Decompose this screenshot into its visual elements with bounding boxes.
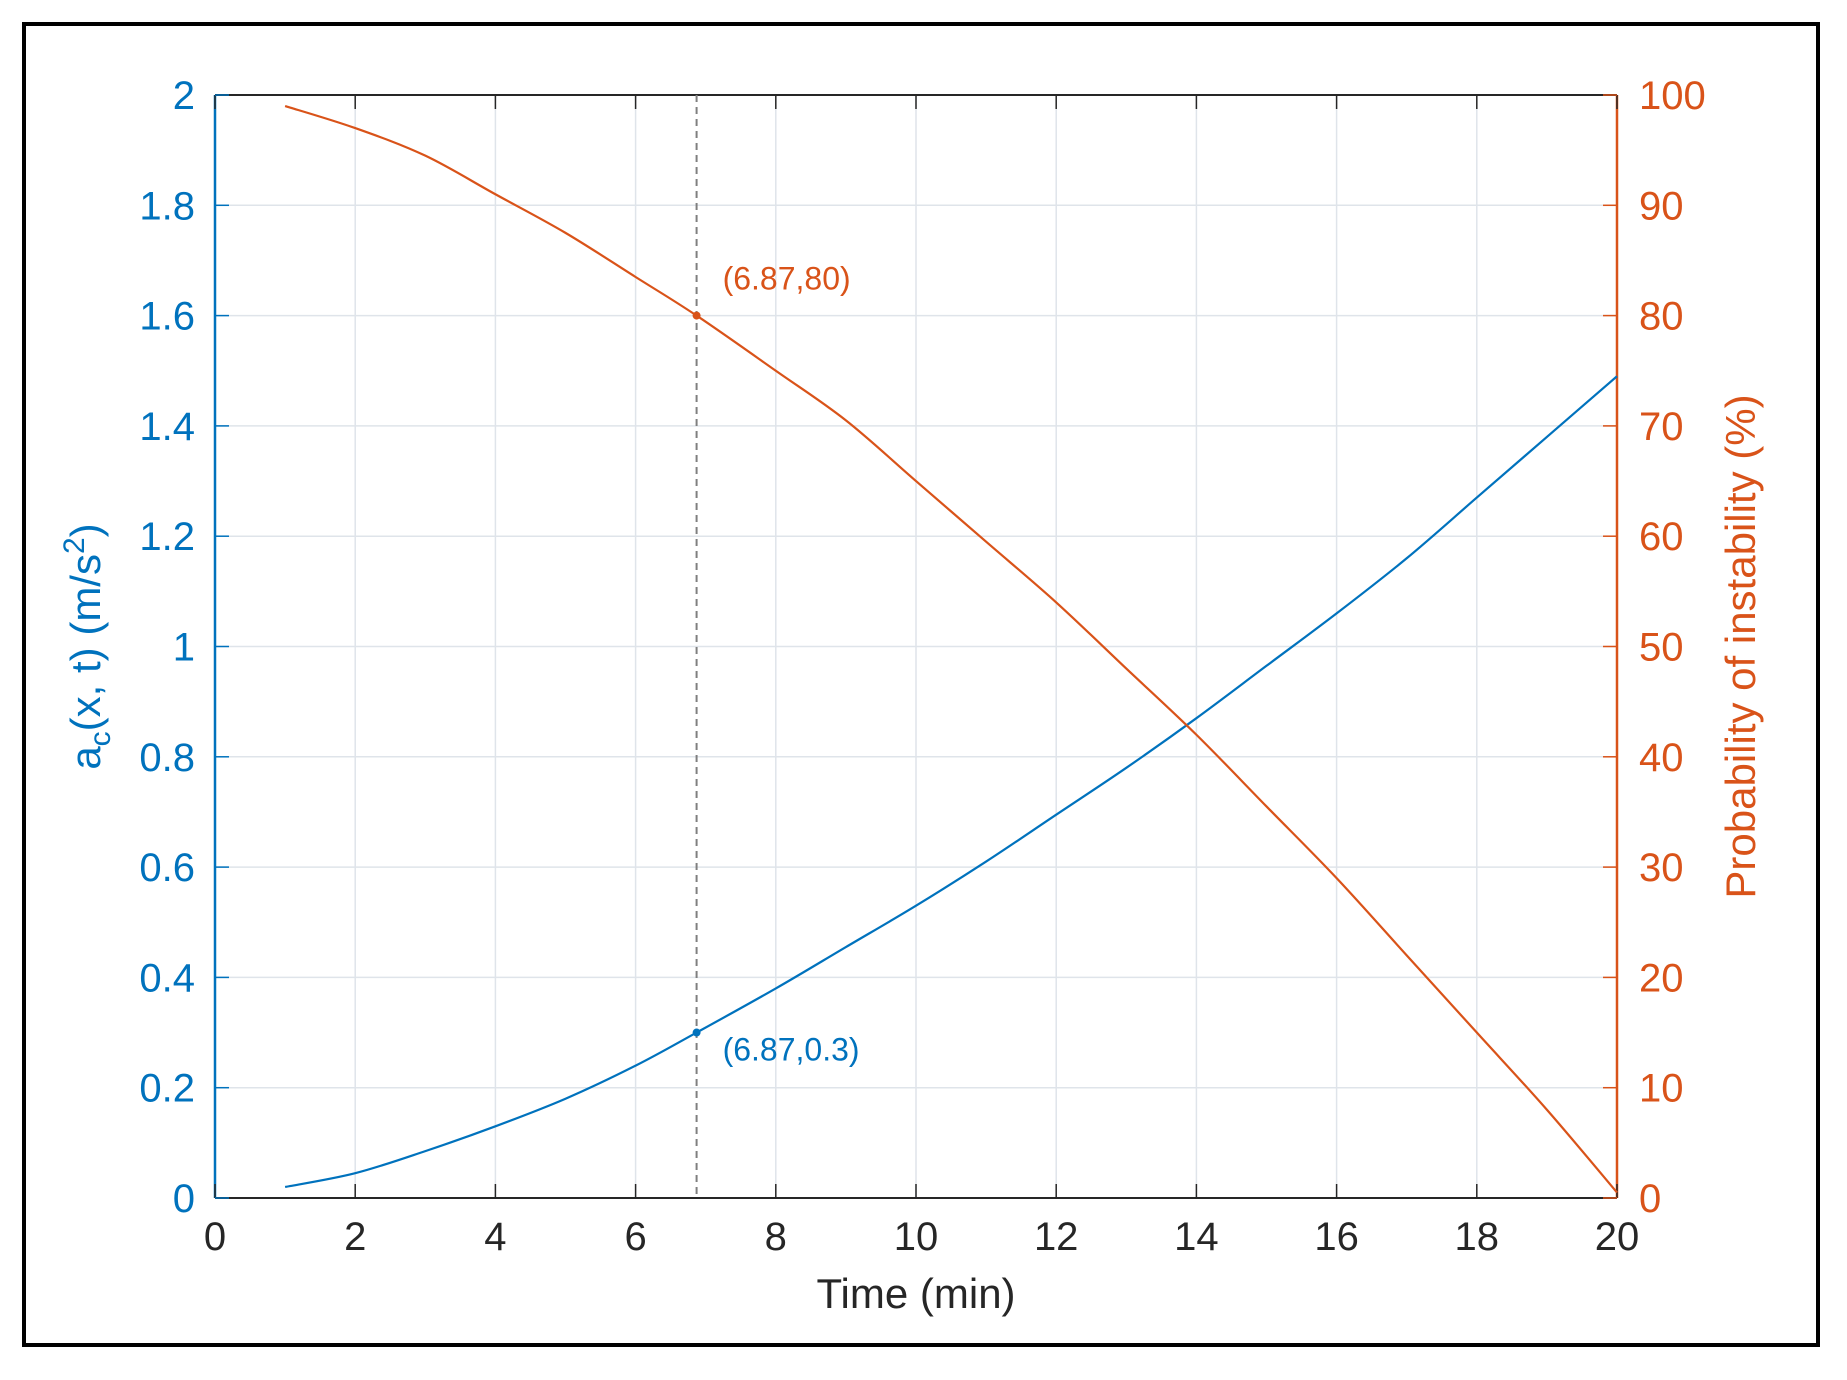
y-left-tick-label: 1.2 [139, 515, 195, 559]
ticks: 0 2 4 6 8 10 12 14 16 18 2000.20.40.60.811.21.41.6… [139, 74, 1705, 1259]
y-left-label-sub: c [84, 731, 117, 746]
y-right-tick-label: 100 [1639, 74, 1706, 118]
y-left-label-rest: (x, t) (m/s [62, 554, 109, 731]
y-left-tick-label: 1 [173, 626, 195, 670]
y-right-tick-label: 40 [1639, 736, 1684, 780]
x-tick-label: 18 [1455, 1215, 1500, 1259]
x-axis-label: Time (min) [816, 1270, 1015, 1317]
annotations: (6.87,80) (6.87,0.3) [692, 261, 860, 1068]
y-left-label-main: a [62, 746, 109, 770]
y-left-tick-label: 0.8 [139, 736, 195, 780]
x-tick-label: 8 [765, 1215, 787, 1259]
y-right-tick-label: 30 [1639, 846, 1684, 890]
y-left-tick-label: 1.4 [139, 405, 195, 449]
grid [215, 95, 1617, 1198]
x-tick-label: 4 [484, 1215, 506, 1259]
datatip-label: (6.87,80) [723, 261, 851, 297]
y-left-tick-label: 0.6 [139, 846, 195, 890]
series-line-acceleration [284, 375, 1618, 1189]
x-tick-label: 16 [1314, 1215, 1359, 1259]
x-tick-label: 6 [624, 1215, 646, 1259]
datatip-label: (6.87,0.3) [723, 1032, 860, 1068]
x-tick-label: 12 [1034, 1215, 1079, 1259]
x-tick-label: 14 [1174, 1215, 1219, 1259]
x-tick-label: 10 [894, 1215, 939, 1259]
x-tick-label: 20 [1595, 1215, 1640, 1259]
y-left-tick-label: 0.4 [139, 956, 195, 1000]
y-right-tick-label: 0 [1639, 1177, 1661, 1221]
series-line-probability [284, 104, 1618, 1194]
y-left-label-end: ) [62, 523, 109, 537]
y-left-tick-label: 2 [173, 74, 195, 118]
y-left-tick-label: 1.6 [139, 295, 195, 339]
x-tick-label: 2 [344, 1215, 366, 1259]
y-right-tick-label: 80 [1639, 295, 1684, 339]
y-left-tick-label: 0 [173, 1177, 195, 1221]
y-right-tick-label: 10 [1639, 1067, 1684, 1111]
y-right-tick-label: 50 [1639, 626, 1684, 670]
y-right-tick-label: 60 [1639, 515, 1684, 559]
y-left-tick-label: 1.8 [139, 184, 195, 228]
y-left-label-sup: 2 [58, 537, 91, 554]
datatip-marker [692, 1028, 701, 1037]
y-right-tick-label: 20 [1639, 956, 1684, 1000]
y-left-tick-label: 0.2 [139, 1067, 195, 1111]
x-tick-label: 0 [204, 1215, 226, 1259]
y-right-tick-label: 90 [1639, 184, 1684, 228]
y-right-tick-label: 70 [1639, 405, 1684, 449]
y-axis-right-label: Probability of instability (%) [1717, 394, 1764, 898]
axis-labels: Time (min) ac(x, t) (m/s2) Probability o… [58, 394, 1764, 1317]
datatip-marker [692, 311, 701, 320]
y-axis-left-label: ac(x, t) (m/s2) [58, 523, 117, 769]
series [284, 95, 1618, 1198]
